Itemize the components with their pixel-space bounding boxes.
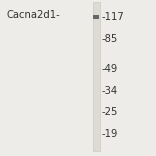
Bar — [93, 2, 100, 151]
Text: -49: -49 — [102, 64, 118, 75]
Text: Cacna2d1-: Cacna2d1- — [7, 10, 61, 20]
Text: -25: -25 — [102, 107, 118, 117]
Text: -117: -117 — [102, 12, 125, 22]
Text: -85: -85 — [102, 34, 118, 44]
Bar — [93, 15, 100, 19]
Text: -19: -19 — [102, 129, 118, 139]
Text: -34: -34 — [102, 86, 118, 96]
